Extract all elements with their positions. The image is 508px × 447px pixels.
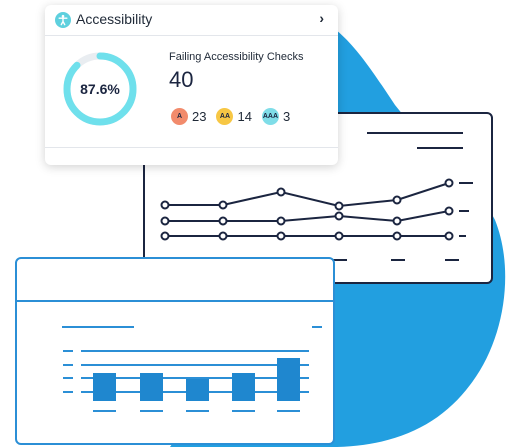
- badge-row: A 23 AA 14 AAA 3: [171, 108, 300, 125]
- chevron-right-icon[interactable]: ›: [319, 10, 324, 26]
- bar-chart-illustration: [15, 257, 335, 445]
- score-ring: [63, 52, 137, 126]
- card-header[interactable]: Accessibility ›: [45, 5, 338, 36]
- accessibility-card[interactable]: Accessibility › 87.6% Failing Accessibil…: [45, 5, 338, 165]
- line-chart-svg: [159, 132, 473, 261]
- level-aaa-count: 3: [282, 109, 291, 124]
- bar-chart-svg: [17, 300, 333, 412]
- failing-checks-count: 40: [169, 67, 194, 92]
- level-aa-count: 14: [237, 109, 252, 124]
- card-divider: [45, 147, 338, 148]
- level-a-badge: A: [171, 108, 188, 125]
- level-a-count: 23: [192, 109, 207, 124]
- failing-checks-label: Failing Accessibility Checks: [169, 51, 304, 63]
- card-title: Accessibility: [76, 11, 153, 27]
- level-aaa-badge: AAA: [261, 108, 279, 125]
- level-aa-badge: AA: [216, 108, 234, 125]
- score-value: 87.6%: [80, 81, 120, 97]
- accessibility-icon: [55, 12, 71, 28]
